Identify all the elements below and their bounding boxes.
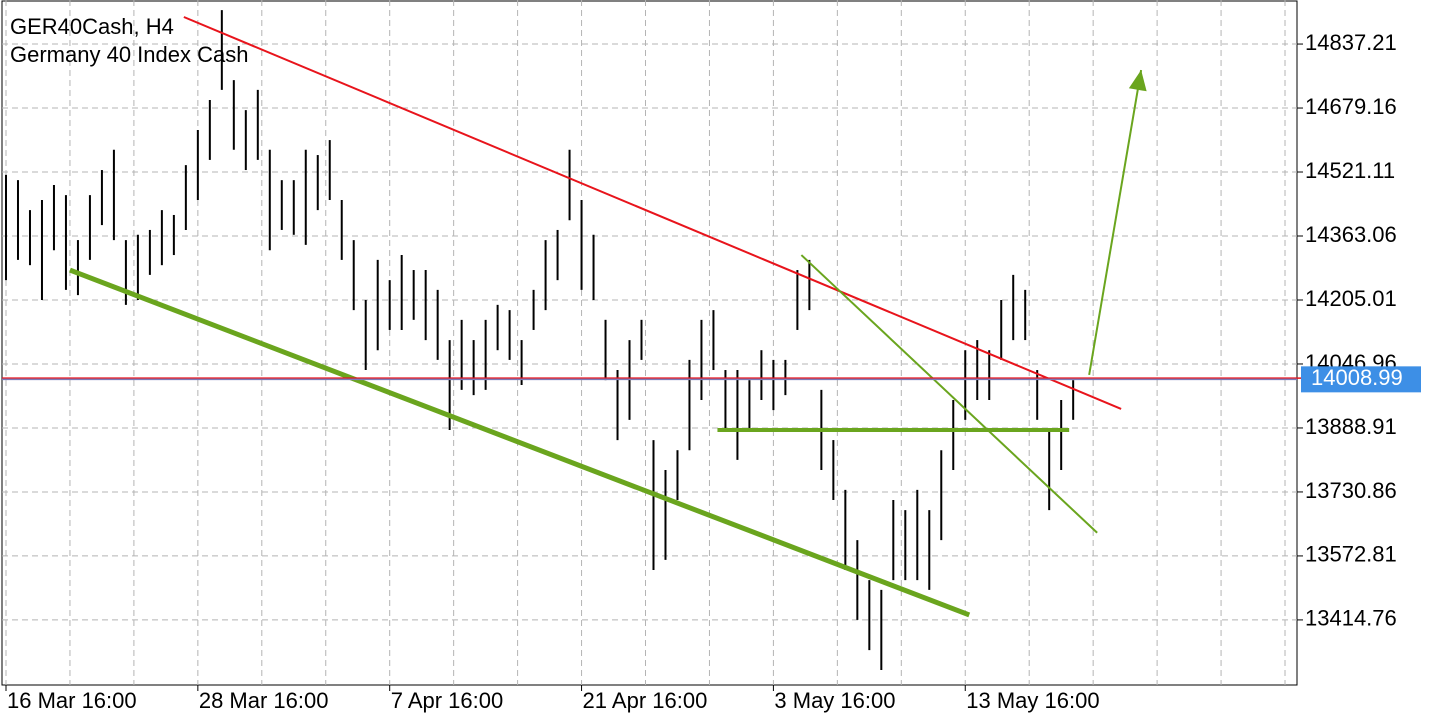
plot-frame	[1, 0, 1298, 686]
x-tick-label: 3 May 16:00	[774, 688, 895, 713]
y-tick-label: 14205.01	[1305, 286, 1397, 311]
y-tick-label: 13572.81	[1305, 542, 1397, 567]
x-tick-label: 13 May 16:00	[966, 688, 1099, 713]
y-tick-label: 14837.21	[1305, 30, 1397, 55]
y-tick-label: 13414.76	[1305, 606, 1397, 631]
y-tick-label: 14679.16	[1305, 94, 1397, 119]
trendline	[800, 254, 1098, 534]
y-tick-label: 13730.86	[1305, 478, 1397, 503]
arrow-head	[1128, 70, 1147, 92]
x-tick-label: 28 Mar 16:00	[199, 688, 329, 713]
chart-subtitle: Germany 40 Index Cash	[10, 42, 248, 67]
x-tick-label: 7 Apr 16:00	[391, 688, 504, 713]
y-tick-label: 14363.06	[1305, 222, 1397, 247]
trendline	[69, 267, 971, 618]
chart-title: GER40Cash, H4	[10, 14, 174, 39]
price-label: 14008.99	[1311, 365, 1403, 390]
x-tick-label: 16 Mar 16:00	[7, 688, 137, 713]
arrow-shaft	[1088, 69, 1143, 376]
x-tick-label: 21 Apr 16:00	[583, 688, 708, 713]
price-label-bg	[1301, 366, 1421, 393]
y-tick-label: 13888.91	[1305, 414, 1397, 439]
trendline	[183, 16, 1122, 410]
y-tick-label: 14521.11	[1305, 158, 1395, 183]
